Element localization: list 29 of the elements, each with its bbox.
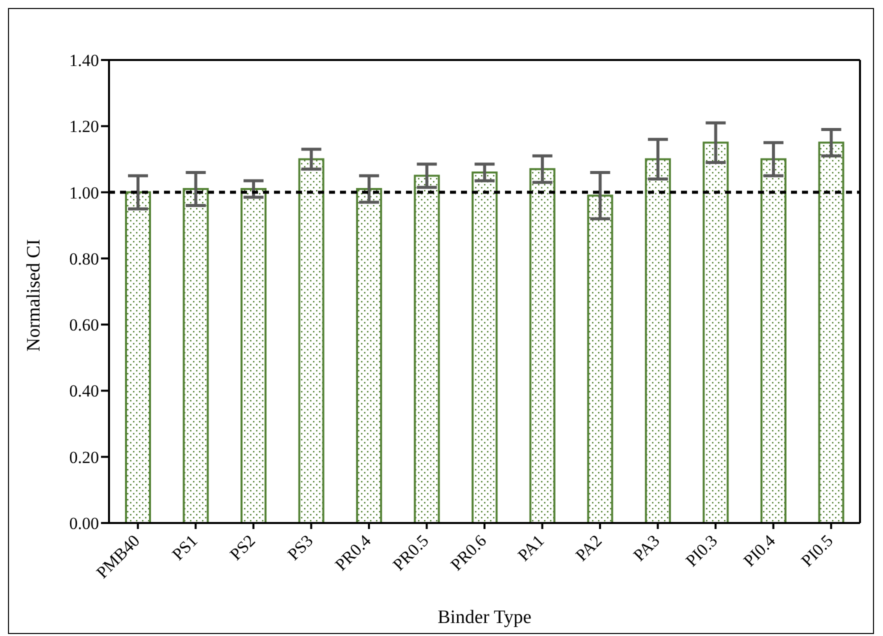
bar [414,174,440,523]
y-tick-label: 0.40 [69,382,99,401]
bar [587,194,614,523]
y-tick-label: 0.60 [69,316,99,335]
x-tick-label: PS1 [168,531,202,564]
bar [298,158,324,523]
x-tick-label: PA1 [514,531,548,565]
bar [240,188,267,523]
bar [529,168,556,523]
y-tick-label: 1.00 [69,183,99,202]
bar [356,188,382,523]
bar [760,158,786,523]
y-tick-label: 0.00 [69,514,99,534]
bar [472,171,498,523]
y-tick-label: 0.20 [69,448,99,467]
x-axis-title: Binder Type [438,607,532,628]
y-tick-label: 1.40 [69,51,99,70]
y-tick-label: 0.80 [69,249,99,268]
bar [182,188,209,523]
bar [818,142,844,523]
y-axis-title: Normalised CI [24,239,45,352]
y-tick-label: 1.20 [69,117,99,136]
x-tick-label: PA2 [572,531,606,565]
x-tick-label: PS2 [226,531,260,564]
bar [702,142,729,523]
bar [125,191,151,523]
x-tick-label: PS3 [284,531,317,564]
x-tick-label: PA3 [630,531,664,565]
bar [644,158,671,523]
